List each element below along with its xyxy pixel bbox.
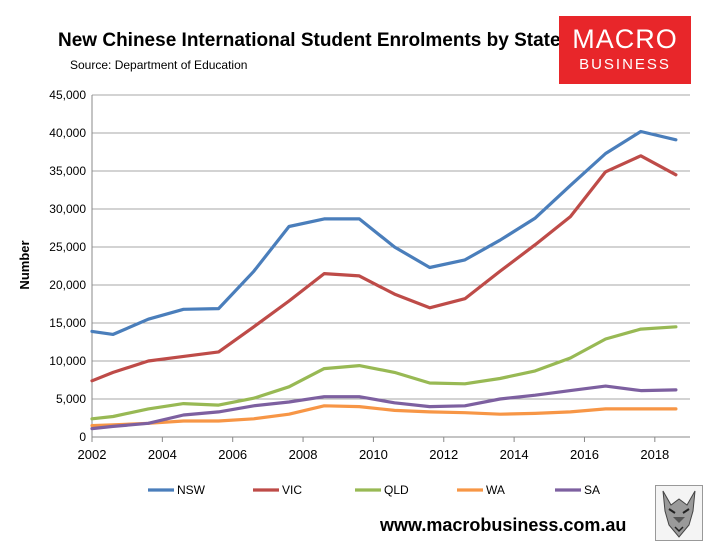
y-tick-label: 45,000 [49, 88, 86, 102]
chart-gridlines [92, 94, 690, 400]
x-tick-label: 2006 [218, 447, 247, 462]
y-tick-label: 0 [79, 430, 86, 444]
y-tick-label: 40,000 [49, 126, 86, 140]
series-line-sa [90, 384, 678, 431]
x-tick-label: 2008 [289, 447, 318, 462]
y-tick-label: 25,000 [49, 240, 86, 254]
x-tick-label: 2014 [500, 447, 529, 462]
legend-label-qld: QLD [384, 483, 409, 497]
y-tick-label: 35,000 [49, 164, 86, 178]
website-url: www.macrobusiness.com.au [380, 515, 627, 535]
macrobusiness-logo: MACRO BUSINESS [559, 16, 691, 84]
series-line-wa [90, 404, 678, 428]
chart-source: Source: Department of Education [70, 58, 248, 72]
y-tick-labels: 0 5,000 10,000 15,000 20,000 25,000 30,000 35,0… [49, 88, 86, 444]
y-tick-label: 10,000 [49, 354, 86, 368]
chart-title: New Chinese International Student Enrolm… [58, 30, 561, 51]
y-axis-label: Number [17, 240, 32, 289]
chart-series [90, 129, 678, 431]
y-tick-label: 30,000 [49, 202, 86, 216]
x-tick-labels: 2002 2004 2006 2008 2010 2012 2014 2016 2018 [78, 437, 669, 462]
x-tick-label: 2016 [570, 447, 599, 462]
logo-line-2: BUSINESS [579, 56, 671, 73]
y-tick-label: 15,000 [49, 316, 86, 330]
y-tick-label: 20,000 [49, 278, 86, 292]
legend-label-nsw: NSW [177, 483, 206, 497]
legend-label-wa: WA [486, 483, 505, 497]
legend-label-sa: SA [584, 483, 600, 497]
x-tick-label: 2002 [78, 447, 107, 462]
series-line-qld [90, 325, 678, 421]
x-tick-label: 2018 [640, 447, 669, 462]
chart-legend: NSW VIC QLD WA SA [148, 483, 600, 497]
x-tick-label: 2004 [148, 447, 177, 462]
logo-line-1: MACRO [572, 24, 678, 54]
series-line-vic [90, 154, 678, 383]
x-tick-label: 2012 [429, 447, 458, 462]
legend-label-vic: VIC [282, 483, 302, 497]
series-line-nsw [90, 129, 678, 336]
x-tick-label: 2010 [359, 447, 388, 462]
wolf-head-icon [655, 485, 703, 541]
y-tick-label: 5,000 [56, 392, 86, 406]
